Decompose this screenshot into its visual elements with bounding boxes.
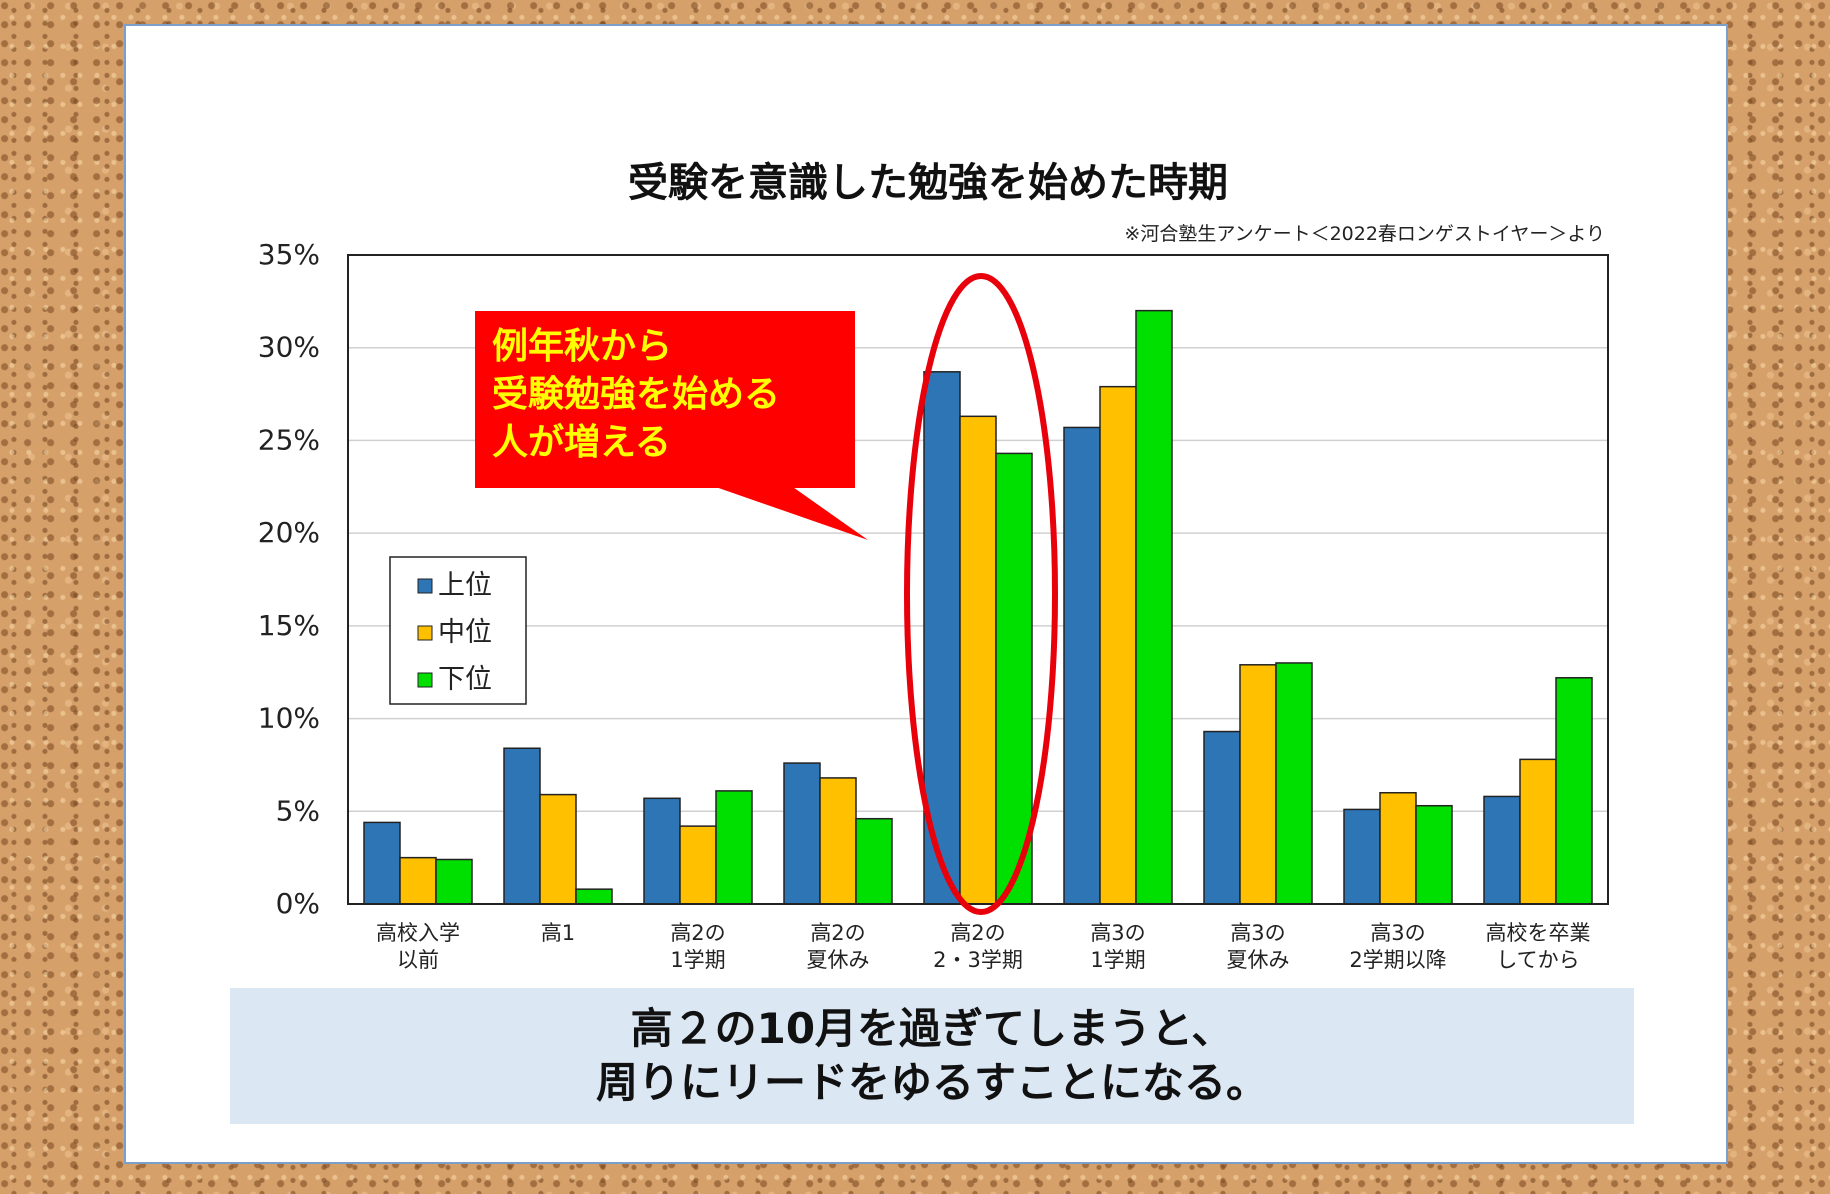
y-tick-label: 5% — [276, 794, 320, 827]
legend-label: 中位 — [438, 617, 492, 648]
x-tick-label: 高2の夏休み — [807, 921, 870, 972]
x-tick-label: 高2の 1学期 — [670, 921, 725, 972]
y-tick-label: 15% — [258, 609, 320, 642]
legend-swatch — [417, 672, 433, 688]
bar-1-1 — [363, 821, 401, 905]
bar-3-9 — [1555, 677, 1593, 905]
callout-pointer — [710, 485, 868, 540]
y-tick-label: 25% — [258, 423, 320, 456]
bar-2-4 — [819, 777, 857, 905]
bar-3-1 — [435, 858, 473, 905]
bar-1-2 — [503, 747, 541, 905]
bar-3-5 — [995, 452, 1033, 905]
legend-swatch — [417, 625, 433, 641]
bar-2-8 — [1379, 791, 1417, 905]
legend-label: 上位 — [438, 570, 492, 601]
bar-2-5 — [959, 415, 997, 905]
bar-2-2 — [539, 793, 577, 905]
legend-swatch — [417, 578, 433, 594]
x-tick-label: 高1 — [541, 921, 575, 945]
source-note: ※河合塾生アンケート＜2022春ロンゲストイヤー＞より — [1124, 223, 1605, 245]
y-tick-label: 35% — [258, 238, 320, 271]
bar-3-8 — [1415, 804, 1453, 905]
bar-1-9 — [1483, 795, 1521, 905]
y-tick-label: 20% — [258, 516, 320, 549]
bar-3-7 — [1275, 662, 1313, 905]
bar-2-6 — [1099, 385, 1137, 905]
bar-1-8 — [1343, 808, 1381, 905]
bar-2-9 — [1519, 758, 1557, 905]
bar-1-7 — [1203, 730, 1241, 905]
x-tick-label: 高2の 2・3学期 — [933, 921, 1023, 972]
bar-2-7 — [1239, 664, 1277, 905]
plot-frame — [347, 254, 1609, 905]
bar-2-1 — [399, 856, 437, 905]
bar-1-3 — [643, 797, 681, 905]
y-tick-label: 30% — [258, 331, 320, 364]
bar-3-6 — [1135, 309, 1173, 905]
bar-1-6 — [1063, 426, 1101, 905]
footer-line-1: 高２の10月を過ぎてしまうと、 — [630, 1004, 1234, 1053]
bar-2-3 — [679, 825, 717, 905]
x-tick-label: 高3の 2学期以降 — [1349, 921, 1446, 972]
bar-1-4 — [783, 762, 821, 905]
footer-line-2: 周りにリードをゆるすことになる。 — [595, 1058, 1268, 1107]
y-tick-label: 0% — [276, 887, 320, 920]
callout-box — [475, 311, 855, 488]
legend-box — [389, 556, 527, 705]
callout-text: 例年秋から受験勉強を始める人が増える — [492, 326, 780, 463]
bar-3-3 — [715, 790, 753, 905]
x-tick-label: 高校を卒業してから — [1486, 921, 1591, 972]
bar-3-4 — [855, 817, 893, 905]
x-tick-label: 高校入学以前 — [376, 921, 460, 972]
y-tick-label: 10% — [258, 702, 320, 735]
x-tick-label: 高3の夏休み — [1227, 921, 1290, 972]
highlight-ellipse — [904, 273, 1058, 915]
x-tick-label: 高3の 1学期 — [1090, 921, 1145, 972]
bar-3-2 — [575, 888, 613, 905]
chart-title: 受験を意識した勉強を始めた時期 — [628, 160, 1228, 206]
legend-label: 下位 — [438, 664, 492, 695]
footer-message: 高２の10月を過ぎてしまうと、 周りにリードをゆるすことになる。 — [230, 988, 1634, 1124]
